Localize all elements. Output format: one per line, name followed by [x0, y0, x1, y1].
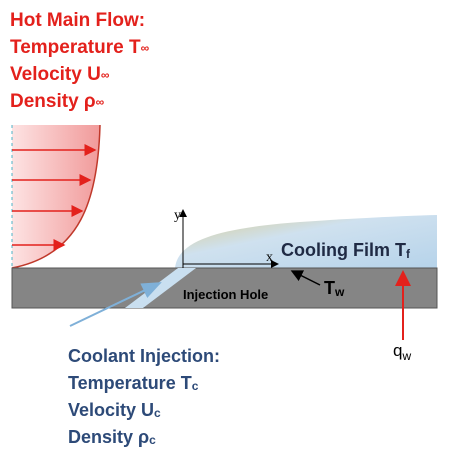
- label: Temperature T: [10, 37, 141, 58]
- hot-flow-title: Hot Main Flow:: [10, 10, 145, 31]
- hot-property: Velocity U∞: [10, 64, 109, 85]
- sub: w: [334, 285, 345, 299]
- sub: ∞: [141, 41, 150, 55]
- label: Velocity U: [10, 64, 101, 85]
- label: T: [324, 278, 335, 298]
- coolant-text: Coolant Injection: Temperature Tc Veloci…: [68, 346, 220, 447]
- hot-property: Density ρ∞: [10, 91, 104, 112]
- wall: [11, 267, 438, 309]
- label: Velocity U: [68, 400, 154, 420]
- velocity-profile: [12, 125, 100, 268]
- cooling-film-label: Cooling Film Tf: [281, 240, 411, 261]
- sub: ∞: [96, 95, 105, 109]
- wall-temp-arrow: [290, 270, 321, 286]
- sub: c: [149, 433, 156, 447]
- sub: c: [192, 379, 199, 393]
- coolant-property: Density ρc: [68, 427, 156, 447]
- injection-hole-label: Injection Hole: [183, 287, 268, 302]
- coolant-arrow: [69, 282, 162, 327]
- y-label: y: [174, 208, 181, 223]
- label: q: [393, 341, 402, 360]
- sub: c: [154, 406, 161, 420]
- profile-arrows: [12, 144, 97, 251]
- coolant-property: Velocity Uc: [68, 400, 161, 420]
- heat-flux-label: qw: [393, 341, 411, 363]
- coolant-property: Temperature Tc: [68, 373, 199, 393]
- sub: w: [401, 349, 411, 363]
- label: Density ρ: [68, 427, 149, 447]
- x-label: x: [266, 250, 273, 265]
- profile-curve: [11, 124, 101, 269]
- coolant-title: Coolant Injection:: [68, 346, 220, 366]
- sub: f: [406, 247, 411, 261]
- hot-flow-text: Hot Main Flow: Temperature T∞ Velocity U…: [10, 10, 149, 112]
- wall-temp-label: Tw: [324, 278, 345, 299]
- hot-property: Temperature T∞: [10, 37, 149, 58]
- label: Cooling Film T: [281, 240, 406, 260]
- label: Density ρ: [10, 91, 96, 112]
- cooling-film: [175, 215, 437, 268]
- label: Temperature T: [68, 373, 192, 393]
- sub: ∞: [101, 68, 110, 82]
